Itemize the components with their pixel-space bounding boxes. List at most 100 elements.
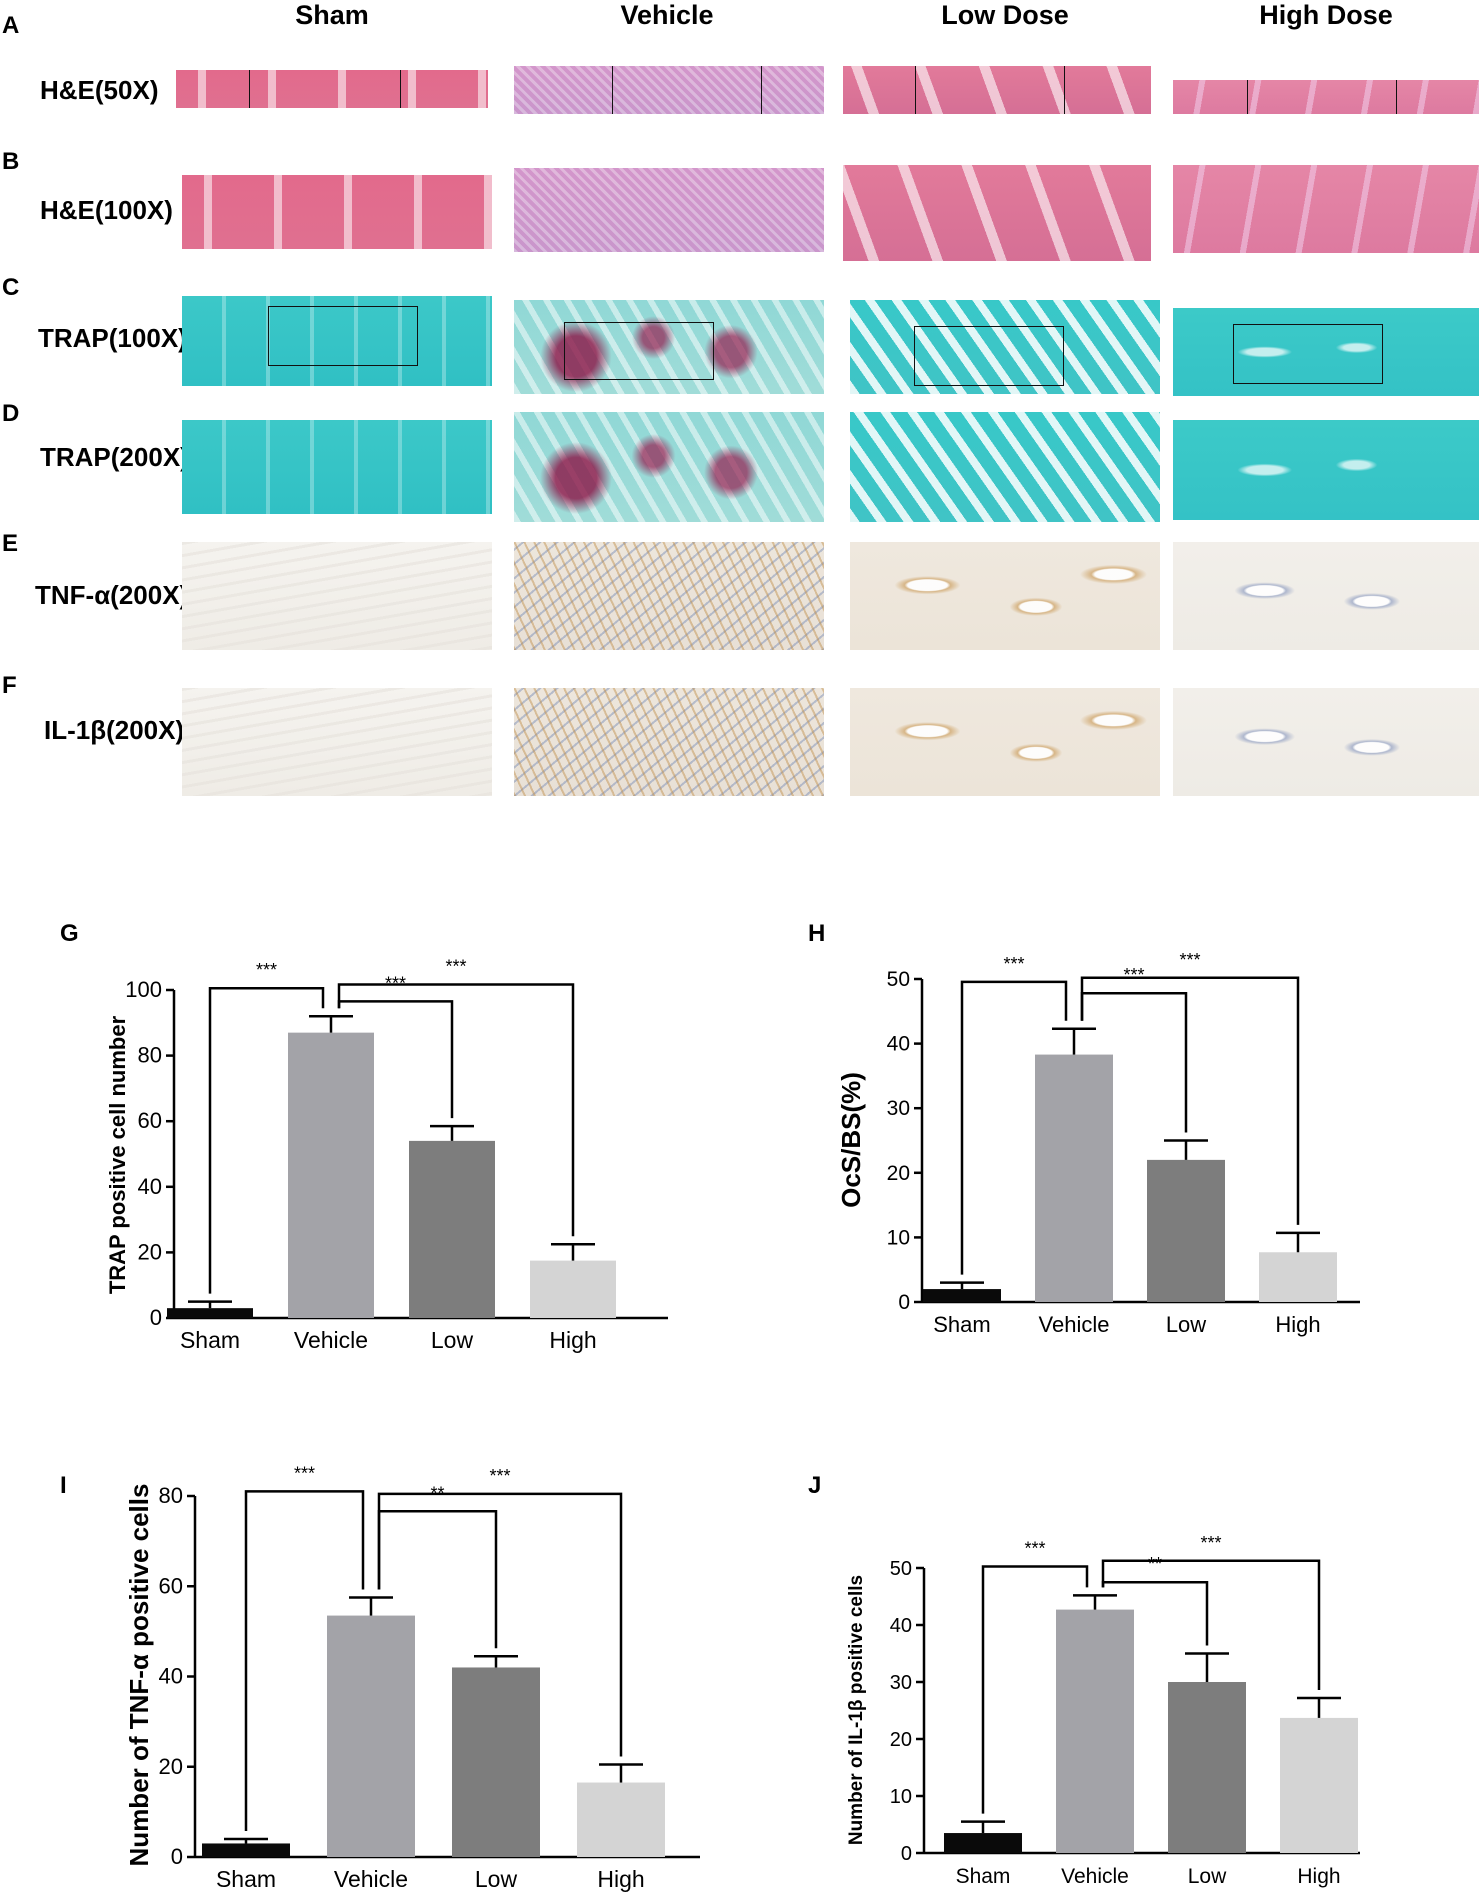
micrograph-he100-vehicle bbox=[514, 168, 824, 252]
y-tick-label-g: 40 bbox=[138, 1174, 162, 1199]
micrograph-trap200-sham bbox=[182, 420, 492, 514]
inset-box bbox=[564, 322, 714, 380]
significance-label-j: *** bbox=[1200, 1533, 1221, 1553]
bar-g-low bbox=[409, 1140, 495, 1318]
panel-letter-c: C bbox=[2, 274, 20, 301]
y-tick-label-j: 40 bbox=[890, 1615, 912, 1637]
micrograph-tnf-high bbox=[1173, 542, 1479, 650]
bar-j-high bbox=[1280, 1717, 1358, 1853]
y-tick-label-h: 10 bbox=[887, 1226, 910, 1249]
bar-g-vehicle bbox=[288, 1032, 374, 1318]
y-tick-label-g: 20 bbox=[138, 1239, 162, 1264]
y-tick-label-j: 20 bbox=[890, 1729, 912, 1751]
y-axis-title-g: TRAP positive cell number bbox=[105, 1015, 130, 1294]
y-tick-label-h: 40 bbox=[887, 1033, 910, 1056]
y-tick-label-i: 0 bbox=[171, 1844, 183, 1869]
category-label-h: Vehicle bbox=[1039, 1312, 1110, 1337]
category-label-j: High bbox=[1297, 1865, 1340, 1888]
panel-letter-b: B bbox=[2, 148, 20, 175]
significance-label-j: *** bbox=[1024, 1539, 1045, 1559]
panel-letter-e: E bbox=[2, 530, 19, 557]
row-label-b: H&E(100X) bbox=[40, 195, 173, 225]
row-label-f: IL-1β(200X) bbox=[44, 715, 185, 745]
category-label-i: High bbox=[597, 1866, 644, 1892]
column-header-sham: Sham bbox=[295, 0, 369, 30]
inset-box bbox=[1247, 80, 1397, 114]
y-tick-label-g: 80 bbox=[138, 1043, 162, 1068]
category-label-g: Vehicle bbox=[294, 1327, 368, 1353]
significance-label-i: *** bbox=[489, 1466, 510, 1486]
significance-bracket-j bbox=[981, 1565, 1089, 1814]
significance-bracket-h bbox=[960, 980, 1068, 1275]
category-label-i: Vehicle bbox=[334, 1866, 408, 1892]
panel-letter-h: H bbox=[808, 920, 826, 947]
category-label-h: High bbox=[1275, 1312, 1320, 1337]
significance-label-g: *** bbox=[256, 960, 277, 980]
column-header-high-dose: High Dose bbox=[1259, 0, 1393, 30]
bar-j-vehicle bbox=[1056, 1609, 1134, 1853]
inset-box bbox=[1233, 324, 1383, 384]
significance-label-i: *** bbox=[294, 1463, 315, 1483]
category-label-h: Sham bbox=[933, 1312, 990, 1337]
row-label-c: TRAP(100X) bbox=[38, 323, 187, 353]
micrograph-il1b-low bbox=[850, 688, 1160, 796]
column-header-low-dose: Low Dose bbox=[941, 0, 1069, 30]
inset-box bbox=[915, 66, 1065, 114]
bar-h-high bbox=[1259, 1252, 1337, 1302]
inset-box bbox=[612, 66, 762, 114]
row-label-a: H&E(50X) bbox=[40, 75, 159, 105]
y-tick-label-h: 20 bbox=[887, 1162, 910, 1185]
significance-label-h: *** bbox=[1179, 950, 1200, 970]
panel-letter-f: F bbox=[2, 672, 17, 699]
bar-i-low bbox=[452, 1667, 540, 1857]
bar-g-high bbox=[530, 1260, 616, 1318]
micrograph-tnf-vehicle bbox=[514, 542, 824, 650]
y-tick-label-j: 0 bbox=[901, 1843, 912, 1865]
y-tick-label-j: 30 bbox=[890, 1672, 912, 1694]
category-label-i: Low bbox=[475, 1866, 518, 1892]
significance-label-h: *** bbox=[1003, 954, 1024, 974]
significance-label-j: ** bbox=[1148, 1554, 1162, 1574]
y-tick-label-i: 40 bbox=[159, 1664, 183, 1689]
y-axis-title-i: Number of TNF-α positive cells bbox=[124, 1484, 154, 1867]
significance-bracket-g bbox=[208, 986, 325, 1294]
panel-letter-a: A bbox=[2, 12, 20, 39]
micrograph-he50-sham bbox=[176, 70, 488, 108]
micrograph-il1b-high bbox=[1173, 688, 1479, 796]
bar-h-low bbox=[1147, 1159, 1225, 1302]
micrograph-trap100-vehicle bbox=[514, 300, 824, 394]
micrograph-he50-vehicle bbox=[514, 66, 824, 114]
y-tick-label-i: 60 bbox=[159, 1573, 183, 1598]
significance-bracket-i bbox=[244, 1490, 365, 1831]
micrograph-trap200-vehicle bbox=[514, 412, 824, 522]
y-tick-label-g: 100 bbox=[125, 977, 162, 1002]
micrograph-trap200-low bbox=[850, 412, 1160, 522]
bar-i-sham bbox=[202, 1843, 290, 1857]
category-label-g: Sham bbox=[180, 1327, 240, 1353]
bar-j-low bbox=[1168, 1682, 1246, 1853]
bar-h-sham bbox=[923, 1289, 1001, 1302]
y-tick-label-g: 0 bbox=[150, 1305, 162, 1330]
y-tick-label-h: 30 bbox=[887, 1097, 910, 1120]
inset-box bbox=[268, 306, 418, 366]
significance-bracket-g bbox=[337, 983, 575, 1237]
category-label-j: Sham bbox=[956, 1865, 1011, 1888]
bar-h-vehicle bbox=[1035, 1054, 1113, 1302]
bar-j-sham bbox=[944, 1833, 1022, 1853]
y-tick-label-h: 0 bbox=[898, 1291, 910, 1314]
y-tick-label-j: 10 bbox=[890, 1786, 912, 1808]
significance-bracket-i bbox=[377, 1492, 623, 1757]
micrograph-he50-low bbox=[843, 66, 1151, 114]
panel-letter-i: I bbox=[60, 1472, 67, 1499]
micrograph-he100-low bbox=[843, 165, 1151, 261]
micrograph-trap200-high bbox=[1173, 420, 1479, 520]
significance-label-h: *** bbox=[1123, 965, 1144, 985]
y-tick-label-j: 50 bbox=[890, 1558, 912, 1580]
micrograph-tnf-sham bbox=[182, 542, 492, 650]
category-label-h: Low bbox=[1166, 1312, 1206, 1337]
significance-bracket-j bbox=[1101, 1559, 1321, 1690]
category-label-g: Low bbox=[431, 1327, 474, 1353]
micrograph-he50-high bbox=[1173, 80, 1479, 114]
micrograph-he100-high bbox=[1173, 165, 1479, 253]
